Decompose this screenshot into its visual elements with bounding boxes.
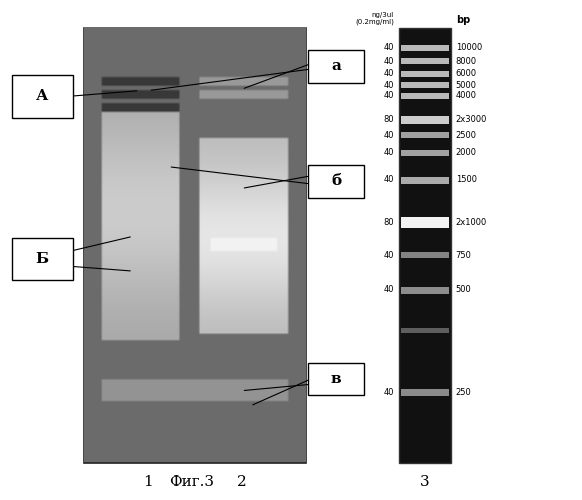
FancyBboxPatch shape	[401, 150, 449, 156]
Text: 5000: 5000	[456, 80, 477, 90]
Text: Фиг.3: Фиг.3	[169, 475, 215, 489]
Text: 250: 250	[456, 388, 471, 397]
Text: 1: 1	[144, 475, 153, 489]
FancyBboxPatch shape	[401, 252, 449, 258]
FancyBboxPatch shape	[399, 28, 451, 462]
Text: 2x1000: 2x1000	[456, 218, 487, 227]
FancyBboxPatch shape	[308, 50, 364, 82]
FancyBboxPatch shape	[401, 58, 449, 64]
Text: 3: 3	[420, 475, 430, 489]
Text: 80: 80	[384, 218, 394, 227]
Text: 40: 40	[384, 176, 394, 184]
FancyBboxPatch shape	[401, 286, 449, 294]
Text: 80: 80	[384, 116, 394, 124]
FancyBboxPatch shape	[401, 218, 449, 228]
FancyBboxPatch shape	[12, 238, 73, 280]
Text: 750: 750	[456, 250, 471, 260]
Text: 40: 40	[384, 148, 394, 157]
Text: 40: 40	[384, 70, 394, 78]
FancyBboxPatch shape	[401, 389, 449, 396]
Text: А: А	[36, 89, 48, 104]
FancyBboxPatch shape	[401, 71, 449, 77]
Text: 8000: 8000	[456, 56, 477, 66]
Text: 40: 40	[384, 43, 394, 52]
Text: 40: 40	[384, 286, 394, 294]
Text: 6000: 6000	[456, 70, 477, 78]
Text: 40: 40	[384, 80, 394, 90]
Text: 40: 40	[384, 388, 394, 397]
FancyBboxPatch shape	[12, 75, 73, 118]
Text: 10000: 10000	[456, 43, 482, 52]
FancyBboxPatch shape	[401, 116, 449, 124]
FancyBboxPatch shape	[84, 28, 306, 462]
Text: Б: Б	[36, 252, 49, 266]
Text: 2500: 2500	[456, 130, 477, 140]
Text: б: б	[331, 174, 341, 188]
FancyBboxPatch shape	[401, 93, 449, 99]
Text: 40: 40	[384, 92, 394, 100]
Text: 500: 500	[456, 286, 471, 294]
FancyBboxPatch shape	[401, 82, 449, 88]
FancyBboxPatch shape	[401, 176, 449, 184]
Text: 40: 40	[384, 130, 394, 140]
FancyBboxPatch shape	[401, 328, 449, 332]
Text: 1500: 1500	[456, 176, 477, 184]
FancyBboxPatch shape	[308, 362, 364, 395]
Text: 2x3000: 2x3000	[456, 116, 487, 124]
Text: bp: bp	[456, 15, 470, 25]
FancyBboxPatch shape	[401, 132, 449, 138]
FancyBboxPatch shape	[308, 165, 364, 198]
Text: 40: 40	[384, 56, 394, 66]
Text: ng/3ul
(0.2mg/ml): ng/3ul (0.2mg/ml)	[355, 12, 394, 25]
Text: в: в	[331, 372, 342, 386]
Text: 2000: 2000	[456, 148, 477, 157]
Text: 40: 40	[384, 250, 394, 260]
FancyBboxPatch shape	[401, 44, 449, 51]
Text: 2: 2	[237, 475, 246, 489]
Text: 4000: 4000	[456, 92, 477, 100]
Text: а: а	[331, 60, 341, 74]
